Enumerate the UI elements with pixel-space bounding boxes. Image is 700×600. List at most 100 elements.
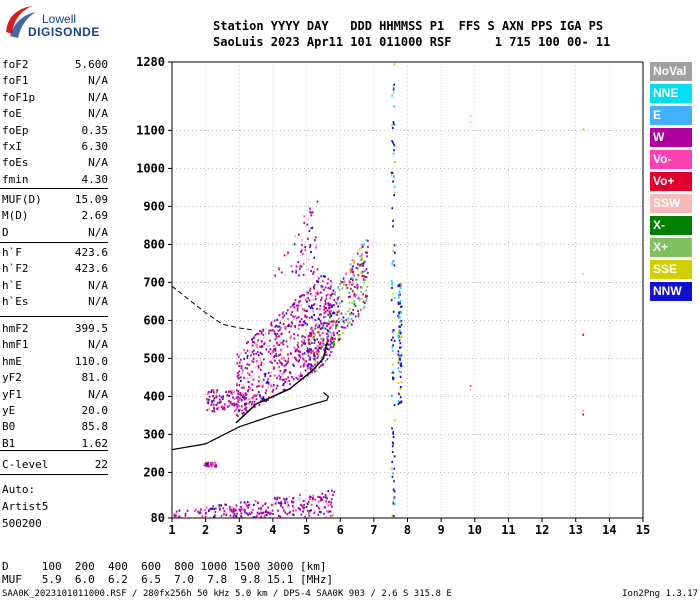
echo-point bbox=[323, 312, 326, 315]
echo-point bbox=[313, 338, 316, 341]
param-row: h`F 423.6 bbox=[2, 246, 108, 260]
echo-point bbox=[309, 373, 312, 376]
echo-point bbox=[272, 367, 275, 370]
param-name: fmin bbox=[2, 172, 29, 186]
echo-point bbox=[345, 318, 348, 321]
echo-point bbox=[294, 299, 297, 302]
echo-point bbox=[326, 282, 329, 285]
legend-item: Vo+ bbox=[650, 172, 692, 191]
echo-point bbox=[392, 472, 394, 475]
echo-point bbox=[256, 346, 259, 349]
echo-point bbox=[399, 393, 401, 396]
echo-point bbox=[353, 261, 355, 264]
x-tick-label: 14 bbox=[602, 523, 616, 537]
echo-point bbox=[394, 419, 396, 422]
echo-point bbox=[274, 374, 276, 377]
echo-point bbox=[392, 260, 395, 263]
echo-point bbox=[398, 356, 401, 359]
echo-point bbox=[292, 505, 294, 508]
echo-point bbox=[308, 350, 311, 353]
echo-point bbox=[297, 304, 300, 307]
param-name: foE bbox=[2, 107, 22, 121]
echo-point bbox=[329, 297, 331, 300]
echo-point bbox=[348, 301, 351, 304]
echo-point bbox=[289, 372, 292, 375]
echo-point bbox=[347, 310, 350, 313]
echo-point bbox=[309, 306, 312, 309]
echo-point bbox=[332, 331, 335, 334]
x-tick-label: 5 bbox=[303, 523, 310, 537]
echo-point bbox=[313, 284, 316, 287]
echo-point bbox=[292, 315, 294, 318]
echo-point bbox=[319, 343, 321, 346]
param-value: N/A bbox=[88, 225, 108, 239]
echo-point bbox=[247, 372, 249, 375]
echo-point bbox=[210, 390, 213, 393]
echo-point bbox=[321, 345, 323, 348]
echo-point bbox=[338, 320, 340, 323]
echo-point bbox=[349, 295, 351, 298]
echo-point bbox=[232, 390, 234, 393]
echo-point bbox=[400, 364, 402, 367]
echo-point bbox=[286, 361, 289, 364]
echo-point bbox=[360, 290, 362, 293]
echo-point bbox=[397, 296, 400, 299]
echo-point bbox=[391, 467, 393, 470]
echo-point bbox=[304, 329, 307, 332]
echo-point bbox=[261, 504, 264, 507]
echo-point bbox=[296, 344, 299, 347]
echo-point bbox=[241, 391, 244, 394]
echo-point bbox=[255, 516, 258, 519]
echo-point bbox=[275, 387, 278, 390]
echo-point bbox=[309, 356, 311, 359]
echo-point bbox=[582, 413, 585, 416]
echo-point bbox=[293, 337, 296, 340]
echo-point bbox=[278, 325, 281, 328]
echo-point bbox=[259, 384, 262, 387]
echo-point bbox=[265, 511, 268, 514]
echo-point bbox=[318, 327, 320, 330]
auto-label: Auto: bbox=[2, 483, 36, 496]
echo-point bbox=[289, 336, 292, 339]
echo-point bbox=[219, 405, 221, 408]
echo-point bbox=[363, 302, 366, 305]
echo-point bbox=[324, 360, 327, 363]
echo-point bbox=[391, 207, 394, 210]
echo-point bbox=[298, 274, 300, 277]
echo-point bbox=[269, 352, 272, 355]
x-tick-label: 8 bbox=[404, 523, 411, 537]
echo-point bbox=[331, 292, 333, 295]
echo-point bbox=[400, 354, 403, 357]
echo-point bbox=[358, 296, 360, 299]
echo-point bbox=[296, 378, 299, 381]
param-name: fxI bbox=[2, 140, 22, 153]
echo-point bbox=[293, 500, 295, 503]
echo-point bbox=[351, 302, 353, 305]
echo-point bbox=[393, 161, 396, 164]
param-name: B1 bbox=[2, 436, 16, 450]
echo-point bbox=[331, 489, 333, 492]
echo-point bbox=[325, 354, 327, 357]
echo-point bbox=[360, 297, 363, 300]
echo-point bbox=[352, 313, 355, 316]
echo-point bbox=[215, 392, 218, 395]
echo-point bbox=[234, 509, 236, 512]
echo-point bbox=[314, 332, 316, 335]
legend-item: X- bbox=[650, 216, 692, 235]
echo-point bbox=[398, 370, 401, 373]
echo-point bbox=[262, 328, 264, 331]
echo-point bbox=[317, 506, 320, 509]
echo-point bbox=[222, 395, 224, 398]
echo-point bbox=[364, 260, 367, 263]
echo-point bbox=[393, 404, 396, 407]
echo-point bbox=[210, 465, 213, 468]
echo-point bbox=[354, 315, 357, 318]
echo-point bbox=[310, 316, 313, 319]
echo-point bbox=[400, 305, 403, 308]
echo-point bbox=[324, 310, 327, 313]
echo-point bbox=[212, 391, 215, 394]
echo-point bbox=[257, 391, 260, 394]
echo-point bbox=[341, 326, 343, 329]
echo-point bbox=[392, 432, 395, 435]
echo-point bbox=[399, 332, 401, 335]
